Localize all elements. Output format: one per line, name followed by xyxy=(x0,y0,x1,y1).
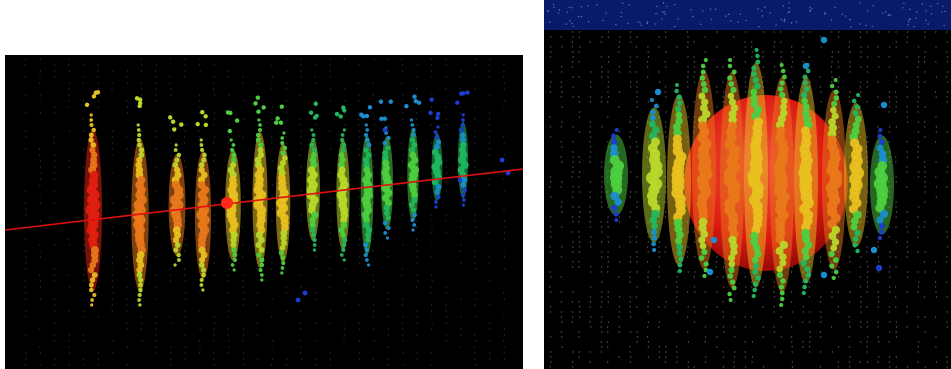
late-hit xyxy=(710,236,718,244)
hit-string xyxy=(84,90,102,307)
hit-string xyxy=(720,58,744,302)
hit-string xyxy=(692,58,716,279)
hit-string xyxy=(306,101,320,252)
hit-string xyxy=(642,98,666,252)
late-hit xyxy=(820,271,828,279)
late-hit xyxy=(875,264,883,272)
hit-string xyxy=(225,110,241,272)
hit-string xyxy=(428,97,443,209)
event-display-left xyxy=(5,55,523,369)
late-hit xyxy=(457,177,463,183)
hit-string xyxy=(252,95,268,282)
hit-string xyxy=(822,78,846,281)
vertex-marker xyxy=(221,197,233,209)
hit-string xyxy=(404,94,422,232)
hit-string xyxy=(455,90,470,207)
muon-track-line xyxy=(5,168,523,231)
hit-string xyxy=(274,104,291,275)
hit-string xyxy=(359,105,374,267)
late-hit xyxy=(499,157,505,163)
late-hit xyxy=(302,290,308,296)
top-band xyxy=(544,0,951,30)
hit-string xyxy=(870,128,894,241)
hit-string xyxy=(744,48,768,299)
hit-string xyxy=(167,115,186,267)
cascade-event-image xyxy=(544,0,951,368)
hit-string xyxy=(378,99,393,240)
event-display-right xyxy=(544,0,951,369)
track-event-image xyxy=(5,58,523,366)
late-hit xyxy=(802,62,810,70)
late-hit xyxy=(295,297,301,303)
late-hit xyxy=(654,88,662,96)
hit-string xyxy=(334,105,350,262)
late-hit xyxy=(505,170,511,176)
hit-string xyxy=(131,96,149,307)
hit-string xyxy=(667,83,691,274)
hit-string xyxy=(844,93,868,254)
late-hit xyxy=(382,127,388,133)
late-hit xyxy=(706,268,714,276)
late-hit xyxy=(870,246,878,254)
hit-string xyxy=(194,110,212,292)
late-hit xyxy=(880,101,888,109)
hit-string xyxy=(770,63,794,307)
late-hit xyxy=(820,36,828,44)
hit-string xyxy=(604,128,628,222)
hit-string xyxy=(794,63,818,296)
